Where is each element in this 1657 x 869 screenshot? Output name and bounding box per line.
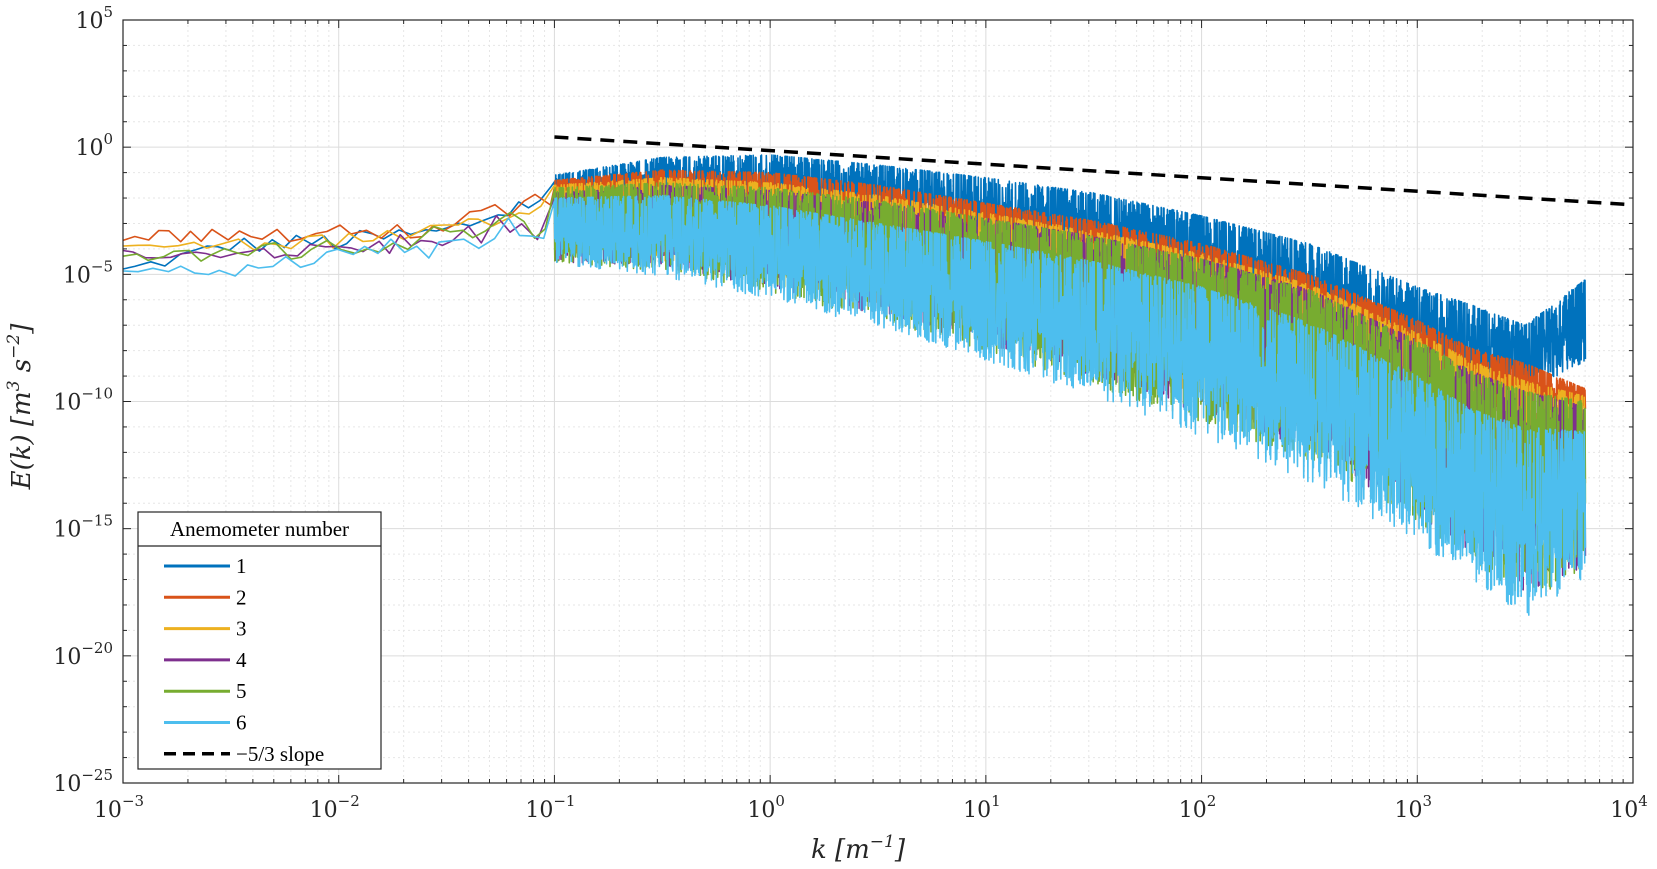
- legend-entry-label: 1: [236, 554, 247, 578]
- x-tick-exponent: −2: [338, 792, 360, 810]
- y-tick-base: 10: [63, 263, 91, 288]
- axes: [122, 19, 1634, 784]
- x-tick-exponent: 2: [1207, 792, 1217, 810]
- y-tick-base: 10: [53, 518, 81, 543]
- x-tick-base: 10: [1395, 798, 1423, 823]
- y-tick-exponent: −25: [81, 766, 113, 784]
- x-tick-base: 10: [963, 798, 991, 823]
- y-axis-exp2: −2: [4, 334, 24, 359]
- y-axis-func: E(k) [m: [7, 391, 37, 490]
- y-tick-label: 10−20: [53, 639, 113, 670]
- x-tick-base: 10: [310, 798, 338, 823]
- x-tick-exponent: −1: [553, 792, 575, 810]
- x-tick-label: 103: [1395, 792, 1433, 823]
- tick-labels: 10−3 10−2 10−1 100 101 102 103 10410510010−510−…: [53, 3, 1647, 823]
- x-tick-label: 102: [1179, 792, 1217, 823]
- series-6: [122, 194, 1587, 616]
- x-tick-base: 10: [525, 798, 553, 823]
- reference-layer: [554, 135, 1634, 207]
- y-axis-label: E(k) [m3 s−2]: [4, 323, 37, 491]
- x-tick-exponent: 4: [1638, 792, 1648, 810]
- legend: Anemometer number 1 2 3 4 5 6 −5/3 slope: [137, 511, 382, 770]
- x-axis-label: k [m−1]: [811, 832, 906, 865]
- x-tick-label: 10−1: [525, 792, 575, 823]
- y-tick-base: 10: [53, 645, 81, 670]
- legend-box: [137, 511, 382, 770]
- x-tick-exponent: 3: [1423, 792, 1433, 810]
- legend-title: Anemometer number: [170, 517, 349, 541]
- y-tick-exponent: −15: [81, 512, 113, 530]
- y-axis-bracket: ]: [7, 323, 37, 335]
- y-tick-exponent: 5: [103, 3, 113, 21]
- legend-entry-label: −5/3 slope: [236, 742, 324, 766]
- x-axis-bracket: ]: [894, 835, 906, 865]
- y-tick-label: 10−5: [63, 257, 113, 288]
- x-tick-label: 100: [747, 792, 785, 823]
- legend-entry-label: 3: [236, 617, 247, 641]
- y-tick-exponent: 0: [103, 130, 113, 148]
- legend-entry-label: 4: [236, 648, 247, 672]
- y-tick-label: 100: [75, 130, 113, 161]
- x-axis-exponent: −1: [870, 832, 895, 852]
- x-tick-base: 10: [94, 798, 122, 823]
- series-layer: [122, 154, 1587, 616]
- y-tick-exponent: −5: [91, 257, 113, 275]
- y-tick-label: 10−15: [53, 512, 113, 543]
- x-tick-label: 10−3: [94, 792, 144, 823]
- x-tick-base: 10: [747, 798, 775, 823]
- y-axis-exp1: 3: [4, 380, 24, 391]
- legend-entry-label: 5: [236, 679, 247, 703]
- y-tick-label: 10−25: [53, 766, 113, 797]
- y-tick-base: 10: [75, 9, 103, 34]
- y-tick-exponent: −20: [81, 639, 113, 657]
- y-tick-label: 105: [75, 3, 113, 34]
- x-tick-label: 104: [1610, 792, 1648, 823]
- x-tick-label: 10−2: [310, 792, 360, 823]
- x-tick-label: 101: [963, 792, 1001, 823]
- slope-reference-line: [554, 135, 1634, 207]
- x-tick-exponent: −3: [122, 792, 144, 810]
- y-tick-base: 10: [53, 772, 81, 797]
- y-tick-base: 10: [53, 391, 81, 416]
- x-tick-base: 10: [1179, 798, 1207, 823]
- legend-entry-label: 6: [236, 711, 247, 735]
- legend-entry-label: 2: [236, 585, 247, 609]
- y-tick-exponent: −10: [81, 385, 113, 403]
- y-tick-label: 10−10: [53, 385, 113, 416]
- x-tick-exponent: 1: [991, 792, 1001, 810]
- y-axis-unit2: s: [7, 359, 37, 381]
- x-tick-base: 10: [1610, 798, 1638, 823]
- y-tick-base: 10: [75, 136, 103, 161]
- x-axis-symbol: k [m: [811, 835, 870, 865]
- axis-labels: k [m−1]E(k) [m3 s−2]: [4, 323, 906, 865]
- x-tick-exponent: 0: [775, 792, 785, 810]
- series-line-6: [122, 194, 1587, 616]
